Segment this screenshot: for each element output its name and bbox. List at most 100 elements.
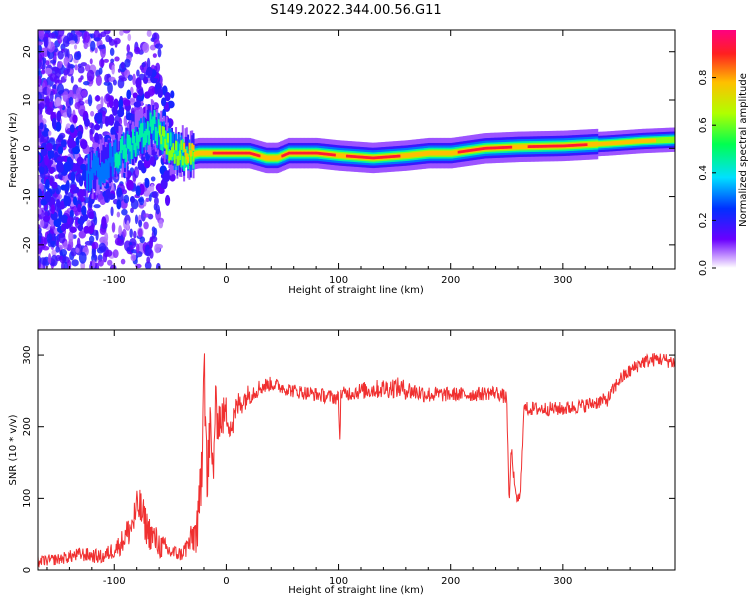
spectrogram-ridge-cell xyxy=(316,151,319,155)
spectrogram-ridge-cell xyxy=(162,133,165,148)
spectrogram-ridge-cell xyxy=(398,154,401,158)
spectrogram-ridge-cell xyxy=(582,143,585,147)
spectrogram-ridge-cell xyxy=(627,140,630,144)
spectrogram-ridge-cell xyxy=(457,150,460,154)
spectrogram-ridge-cell xyxy=(337,153,340,158)
spectrogram-ridge-cell xyxy=(623,140,626,145)
spectrogram-blob xyxy=(103,134,112,144)
spectrogram-ridge-cell xyxy=(242,151,245,155)
spectrogram-blob xyxy=(117,109,125,118)
spectrogram-ridge-cell xyxy=(273,155,276,161)
spectrogram-ridge-cell xyxy=(559,144,562,148)
spectrogram-speckle xyxy=(97,44,106,50)
spectrogram-blob xyxy=(44,191,52,203)
spectrogram-y-tick-label: 20 xyxy=(22,45,33,58)
spectrogram-speckle xyxy=(57,172,63,180)
spectrogram-ridge-cell xyxy=(175,140,178,151)
spectrogram-ridge-cell xyxy=(234,151,237,155)
spectrogram-ridge-cell xyxy=(284,153,287,157)
spectrogram-ridge-cell xyxy=(445,150,448,156)
spectrogram-x-tick-label: 200 xyxy=(441,275,460,286)
spectrogram-ridge-cell xyxy=(437,150,440,156)
spectrogram-ridge-cell xyxy=(648,138,651,143)
spectrogram-ridge-cell xyxy=(164,130,167,145)
spectrogram-ridge-cell xyxy=(522,144,525,150)
spectrogram-ridge-cell xyxy=(239,151,242,155)
spectrogram-ridge-cell xyxy=(172,143,175,153)
spectrogram-ridge-cell xyxy=(90,168,93,189)
spectrogram-ridge-cell xyxy=(424,151,427,156)
spectrogram-ridge-cell xyxy=(251,152,254,156)
spectrogram-ridge-cell xyxy=(274,155,277,161)
spectrogram-ridge-cell xyxy=(183,157,186,172)
spectrogram-ridge-cell xyxy=(86,170,89,191)
spectrogram-speckle xyxy=(120,258,126,265)
spectrogram-speckle xyxy=(150,183,155,193)
spectrogram-blob xyxy=(157,188,165,195)
spectrogram-ridge-cell xyxy=(278,154,281,160)
spectrogram-speckle xyxy=(129,228,133,238)
spectrogram-blob xyxy=(56,156,65,163)
spectrogram-blob xyxy=(137,160,144,171)
spectrogram-ridge-cell xyxy=(362,155,365,159)
spectrogram-ridge-cell xyxy=(160,134,163,145)
spectrogram-speckle xyxy=(38,41,44,46)
spectrogram-ridge-cell xyxy=(305,151,308,155)
spectrogram-ridge-cell xyxy=(604,141,607,146)
spectrogram-blob xyxy=(160,97,167,107)
spectrogram-blob xyxy=(76,156,84,166)
spectrogram-ridge-cell xyxy=(245,151,248,155)
spectrogram-speckle xyxy=(118,225,123,237)
snr-y-tick-label: 0 xyxy=(22,567,33,573)
spectrogram-blob xyxy=(60,214,69,224)
spectrogram-speckle xyxy=(38,30,45,40)
spectrogram-blob xyxy=(72,146,81,155)
spectrogram-blob xyxy=(82,213,89,222)
spectrogram-ridge-cell xyxy=(224,151,227,155)
spectrogram-ridge-cell xyxy=(134,126,137,147)
spectrogram-ridge-cell xyxy=(586,142,589,147)
spectrogram-speckle xyxy=(56,240,60,247)
spectrogram-ridge-cell xyxy=(210,150,213,156)
spectrogram-blob xyxy=(80,139,88,150)
spectrogram-blob xyxy=(55,121,62,132)
spectrogram-speckle xyxy=(82,81,90,86)
spectrogram-speckle xyxy=(72,34,78,41)
spectrogram-speckle xyxy=(102,110,106,117)
spectrogram-ridge-cell xyxy=(304,151,307,155)
spectrogram-speckle xyxy=(126,220,130,230)
spectrogram-speckle xyxy=(104,73,111,83)
snr-marks xyxy=(38,352,675,568)
spectrogram-ridge-cell xyxy=(118,151,121,166)
spectrogram-ridge-cell xyxy=(380,155,383,159)
spectrogram-ridge-cell xyxy=(203,150,206,156)
spectrogram-speckle xyxy=(50,254,58,267)
spectrogram-speckle xyxy=(155,62,161,73)
spectrogram-ridge-cell xyxy=(121,136,124,151)
spectrogram-blob xyxy=(163,170,171,182)
spectrogram-ridge-cell xyxy=(510,145,513,149)
spectrogram-speckle xyxy=(122,228,127,238)
spectrogram-ridge-cell xyxy=(204,150,207,156)
spectrogram-ridge-cell xyxy=(468,149,471,152)
spectrogram-blob xyxy=(94,113,102,122)
spectrogram-ridge-cell xyxy=(666,137,669,143)
spectrogram-ridge-cell xyxy=(335,152,338,158)
spectrogram-ridge-cell xyxy=(370,156,373,160)
spectrogram-ridge-cell xyxy=(672,136,675,143)
spectrogram-ridge-cell xyxy=(208,150,211,156)
spectrogram-ridge-cell xyxy=(212,151,215,155)
spectrogram-ridge-cell xyxy=(271,155,274,161)
spectrogram-ridge-cell xyxy=(191,143,194,150)
spectrogram-ridge-cell xyxy=(578,143,581,147)
spectrogram-speckle xyxy=(107,259,113,266)
spectrogram-ridge-cell xyxy=(585,143,588,147)
spectrogram-ridge-cell xyxy=(282,154,285,157)
snr-series-line xyxy=(38,352,675,568)
spectrogram-speckle xyxy=(151,191,159,199)
spectrogram-ridge-cell xyxy=(177,155,180,166)
spectrogram-ridge-cell xyxy=(102,163,105,184)
spectrogram-speckle xyxy=(127,74,133,82)
spectrogram-marks xyxy=(38,30,675,269)
spectrogram-ridge-cell xyxy=(415,152,418,157)
